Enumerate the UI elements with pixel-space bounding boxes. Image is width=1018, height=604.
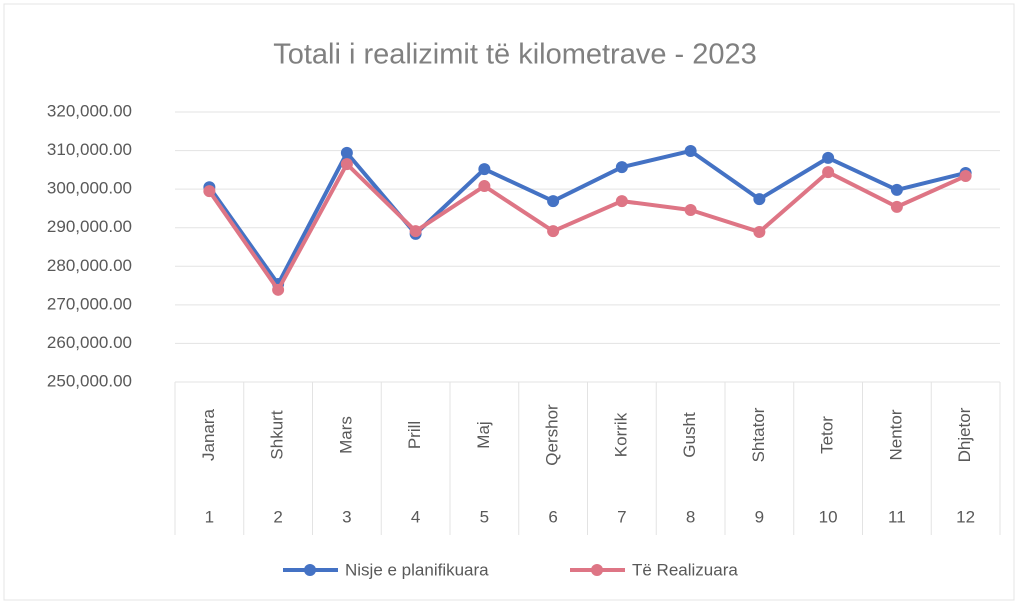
data-point	[547, 195, 560, 208]
x-tick-number: 9	[755, 507, 764, 526]
x-tick-label: Shkurt	[268, 410, 287, 459]
y-tick-label: 290,000.00	[47, 217, 132, 236]
legend-marker	[591, 564, 603, 576]
y-tick-label: 250,000.00	[47, 371, 132, 390]
data-point	[615, 195, 628, 208]
x-tick-number: 8	[686, 507, 695, 526]
data-point	[822, 151, 835, 164]
data-point	[340, 158, 353, 171]
x-tick-number: 3	[342, 507, 351, 526]
series-line	[207, 162, 967, 292]
x-tick-label: Dhjetor	[955, 407, 974, 462]
data-point	[684, 144, 697, 157]
y-tick-label: 300,000.00	[47, 179, 132, 198]
data-point	[753, 225, 766, 238]
x-tick-label: Mars	[336, 416, 355, 454]
x-tick-label: Maj	[474, 421, 493, 448]
data-point	[478, 180, 491, 193]
y-tick-label: 280,000.00	[47, 256, 132, 275]
y-tick-label: 270,000.00	[47, 294, 132, 313]
x-tick-number: 6	[548, 507, 557, 526]
data-point	[547, 225, 560, 238]
data-point	[684, 203, 697, 216]
data-point	[890, 200, 903, 213]
data-point	[890, 183, 903, 196]
data-point	[203, 185, 216, 198]
y-tick-label: 320,000.00	[47, 101, 132, 120]
x-tick-label: Janara	[199, 408, 218, 461]
x-tick-number: 7	[617, 507, 626, 526]
data-point	[753, 193, 766, 206]
data-point	[822, 166, 835, 179]
y-tick-label: 310,000.00	[47, 140, 132, 159]
x-tick-number: 5	[480, 507, 489, 526]
x-tick-number: 2	[273, 507, 282, 526]
x-tick-number: 12	[956, 507, 975, 526]
chart-title: Totali i realizimit të kilometrave - 202…	[273, 39, 757, 71]
legend-label: Nisje e planifikuara	[345, 560, 489, 579]
y-tick-label: 260,000.00	[47, 333, 132, 352]
data-point	[272, 283, 285, 296]
data-point	[478, 163, 491, 176]
legend-marker	[304, 564, 316, 576]
series-line	[207, 148, 967, 287]
data-point	[340, 146, 353, 159]
x-tick-label: Nentor	[886, 409, 905, 460]
x-tick-label: Gusht	[680, 412, 699, 458]
data-point	[615, 161, 628, 174]
x-tick-label: Shtator	[749, 407, 768, 462]
x-tick-number: 11	[888, 507, 906, 526]
x-tick-number: 10	[819, 507, 838, 526]
x-tick-label: Qershor	[543, 404, 562, 466]
data-point	[959, 170, 972, 183]
data-point	[409, 225, 422, 238]
x-tick-number: 1	[205, 507, 214, 526]
x-tick-number: 4	[411, 507, 420, 526]
x-tick-label: Korrik	[611, 412, 630, 457]
chart-frame	[3, 3, 1015, 601]
legend-label: Të Realizuara	[632, 560, 738, 579]
x-tick-label: Prill	[405, 421, 424, 449]
x-tick-label: Tetor	[818, 416, 837, 454]
